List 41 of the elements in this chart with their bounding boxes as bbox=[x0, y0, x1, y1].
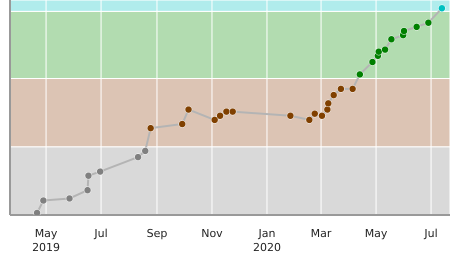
point bbox=[222, 108, 230, 116]
point bbox=[330, 91, 338, 99]
point bbox=[375, 48, 383, 56]
point bbox=[216, 112, 224, 120]
point bbox=[84, 186, 92, 194]
point bbox=[324, 106, 332, 114]
point bbox=[84, 172, 92, 180]
point bbox=[33, 209, 41, 215]
point bbox=[146, 124, 154, 132]
point bbox=[368, 58, 376, 66]
point bbox=[141, 147, 149, 155]
x-tick-label: May bbox=[364, 227, 388, 240]
point bbox=[400, 27, 408, 35]
point bbox=[324, 100, 332, 108]
point bbox=[424, 18, 432, 26]
point bbox=[381, 46, 389, 54]
point bbox=[40, 196, 48, 204]
point bbox=[356, 70, 364, 78]
point bbox=[286, 112, 294, 120]
x-tick-label: Mar bbox=[310, 227, 332, 240]
x-tick-label: Nov bbox=[201, 227, 224, 240]
point bbox=[184, 106, 192, 114]
x-tick-label: Sep bbox=[146, 227, 168, 240]
point bbox=[134, 153, 142, 161]
x-tick-label: Jul bbox=[423, 227, 438, 240]
point bbox=[388, 36, 396, 44]
x-tick-label: May 2019 bbox=[32, 227, 60, 254]
point bbox=[228, 108, 236, 116]
point bbox=[412, 23, 420, 31]
x-tick-label: Jul bbox=[93, 227, 108, 240]
point bbox=[178, 120, 186, 128]
point bbox=[306, 116, 314, 124]
point bbox=[311, 110, 319, 118]
point bbox=[210, 116, 218, 124]
point bbox=[438, 4, 446, 12]
point bbox=[96, 168, 104, 176]
point bbox=[348, 85, 356, 93]
point bbox=[337, 85, 345, 93]
point bbox=[318, 112, 326, 120]
x-tick-label: Jan 2020 bbox=[252, 227, 281, 254]
point bbox=[66, 194, 74, 202]
